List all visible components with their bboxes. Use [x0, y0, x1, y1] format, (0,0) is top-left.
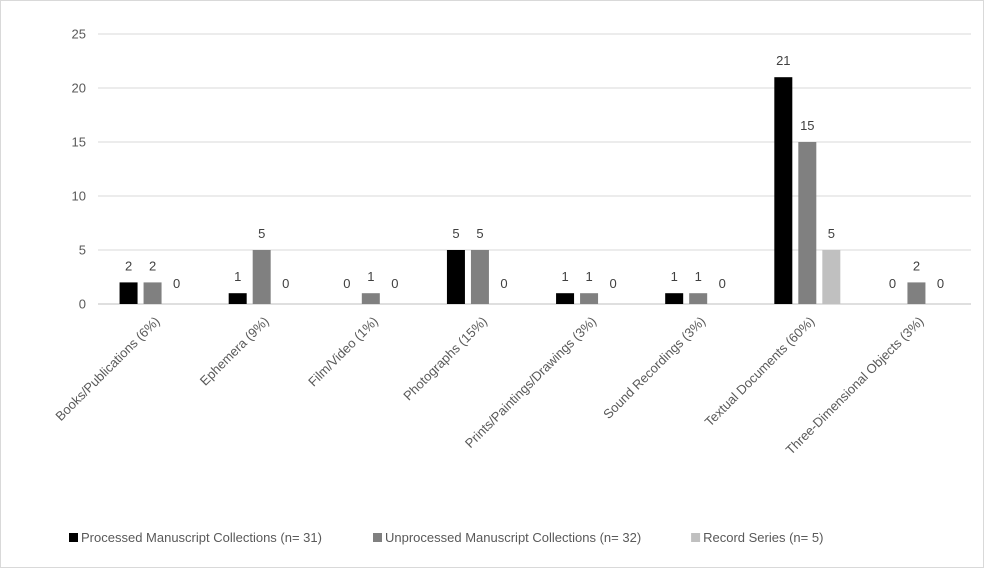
x-tick-label: Textual Documents (60%) — [702, 314, 818, 430]
y-axis: 0 5 10 15 20 25 — [72, 27, 86, 312]
bar — [689, 293, 708, 304]
x-tick-label: Ephemera (9%) — [197, 314, 272, 389]
data-label: 21 — [776, 53, 790, 68]
legend-swatch — [69, 533, 78, 542]
data-label: 1 — [367, 269, 374, 284]
data-label: 1 — [585, 269, 592, 284]
bar — [470, 250, 489, 304]
y-tick-label: 25 — [72, 27, 86, 42]
data-label: 5 — [258, 226, 265, 241]
x-tick-label: Books/Publications (6%) — [52, 314, 162, 424]
bar — [580, 293, 599, 304]
bar — [798, 142, 817, 304]
data-label: 0 — [889, 276, 896, 291]
y-tick-label: 10 — [72, 189, 86, 204]
data-label: 0 — [343, 276, 350, 291]
data-label: 1 — [671, 269, 678, 284]
bar — [665, 293, 684, 304]
data-label: 1 — [695, 269, 702, 284]
data-label: 2 — [149, 258, 156, 273]
bars — [119, 77, 926, 304]
data-label: 0 — [719, 276, 726, 291]
legend-label: Unprocessed Manuscript Collections (n= 3… — [385, 530, 641, 545]
legend-label: Processed Manuscript Collections (n= 31) — [81, 530, 322, 545]
legend-swatch — [691, 533, 701, 542]
data-label: 0 — [500, 276, 507, 291]
data-label: 1 — [234, 269, 241, 284]
bar — [822, 250, 841, 304]
data-label: 15 — [800, 118, 814, 133]
legend: Processed Manuscript Collections (n= 31)… — [69, 530, 823, 545]
x-tick-label: Sound Recordings (3%) — [600, 314, 708, 422]
x-tick-label: Photographs (15%) — [400, 314, 490, 404]
bar — [143, 282, 162, 304]
bar — [556, 293, 575, 304]
y-tick-label: 5 — [79, 243, 86, 258]
bar — [774, 77, 793, 304]
y-tick-label: 0 — [79, 297, 86, 312]
x-tick-label: Film/Video (1%) — [305, 314, 381, 390]
data-label: 2 — [913, 258, 920, 273]
y-tick-label: 15 — [72, 135, 86, 150]
data-label: 5 — [452, 226, 459, 241]
bar — [119, 282, 138, 304]
bar — [446, 250, 465, 304]
data-label: 1 — [561, 269, 568, 284]
bar — [361, 293, 380, 304]
y-tick-label: 20 — [72, 81, 86, 96]
data-label: 5 — [828, 226, 835, 241]
x-axis: Books/Publications (6%) Ephemera (9%) Film… — [52, 314, 926, 458]
bar — [907, 282, 926, 304]
data-label: 0 — [391, 276, 398, 291]
legend-swatch — [373, 533, 382, 542]
data-label: 0 — [282, 276, 289, 291]
data-label: 2 — [125, 258, 132, 273]
data-label: 0 — [609, 276, 616, 291]
data-label: 0 — [937, 276, 944, 291]
data-label: 0 — [173, 276, 180, 291]
legend-label: Record Series (n= 5) — [703, 530, 823, 545]
bar — [228, 293, 247, 304]
data-label: 5 — [476, 226, 483, 241]
x-tick-label: Prints/Paintings/Drawings (3%) — [462, 314, 599, 451]
bar — [252, 250, 271, 304]
